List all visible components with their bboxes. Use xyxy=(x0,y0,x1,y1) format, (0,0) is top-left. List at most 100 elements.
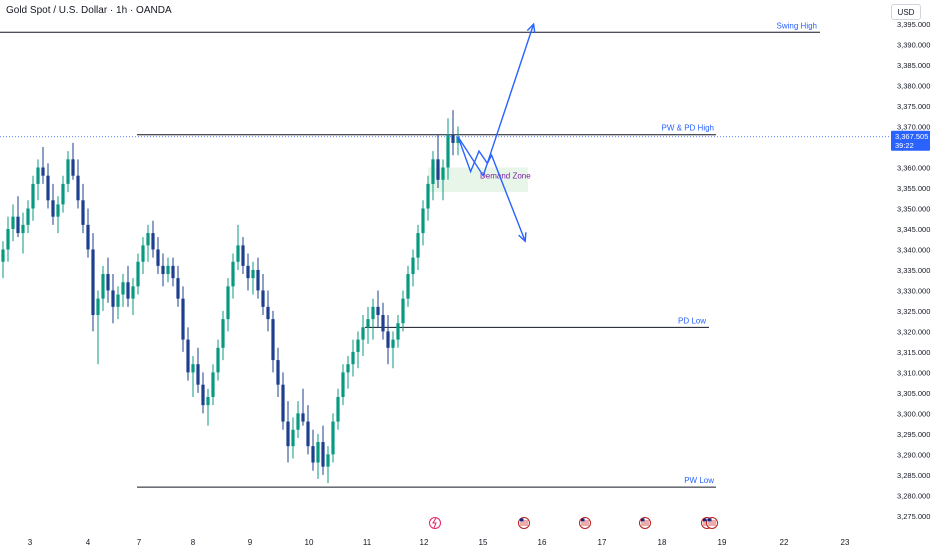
candle-body xyxy=(41,167,45,176)
candle-body xyxy=(221,319,225,348)
y-tick-label: 3,320.000 xyxy=(897,327,930,336)
candle-body xyxy=(226,286,230,320)
flag-canton xyxy=(703,518,707,522)
candle-body xyxy=(346,364,350,373)
level-label: Swing High xyxy=(777,21,817,30)
candle-body xyxy=(206,396,210,406)
candle-body xyxy=(276,360,280,385)
x-tick-label: 22 xyxy=(780,538,789,547)
y-tick-label: 3,285.000 xyxy=(897,471,930,480)
candle-body xyxy=(131,286,135,299)
demand-zone-box xyxy=(428,167,528,193)
candle-body xyxy=(441,167,445,180)
candle-body xyxy=(171,265,175,279)
candle-body xyxy=(256,269,260,291)
candle-body xyxy=(301,413,305,422)
y-tick-label: 3,375.000 xyxy=(897,102,930,111)
candle-body xyxy=(81,200,85,225)
level-label: PW Low xyxy=(684,476,714,485)
flag-canton xyxy=(641,518,645,522)
demand-zone-layer: Demand Zone xyxy=(428,167,531,193)
candle-body xyxy=(426,183,430,209)
candle-body xyxy=(416,233,420,258)
candle-body xyxy=(231,261,235,287)
candle-body xyxy=(271,319,275,361)
candle-body xyxy=(101,274,105,299)
badge-countdown: 39:22 xyxy=(895,141,914,150)
flag-canton xyxy=(708,518,712,522)
y-tick-label: 3,395.000 xyxy=(897,20,930,29)
candle-body xyxy=(361,327,365,340)
levels-layer: Swing High PW & PD High PD Low PW Low xyxy=(0,21,890,488)
candle-body xyxy=(376,306,380,316)
y-tick-label: 3,300.000 xyxy=(897,409,930,418)
y-tick-label: 3,350.000 xyxy=(897,204,930,213)
y-tick-label: 3,280.000 xyxy=(897,491,930,500)
x-tick-label: 10 xyxy=(305,538,314,547)
candle-body xyxy=(116,294,120,307)
flag-canton xyxy=(520,518,524,522)
candle-body xyxy=(66,159,70,184)
candle-body xyxy=(456,136,460,143)
y-tick-label: 3,385.000 xyxy=(897,61,930,70)
bullish-scenario-path xyxy=(457,23,535,178)
candle-body xyxy=(236,245,240,262)
level-label: PD Low xyxy=(678,316,706,325)
candle-body xyxy=(351,351,355,365)
y-tick-label: 3,355.000 xyxy=(897,184,930,193)
currency-button[interactable]: USD xyxy=(891,4,921,20)
candle-body xyxy=(241,245,245,266)
x-tick-label: 9 xyxy=(248,538,253,547)
x-tick-label: 8 xyxy=(191,538,196,547)
y-tick-label: 3,390.000 xyxy=(897,41,930,50)
time-axis[interactable]: 3 4 7 8 9 10 11 12 15 16 17 18 19 22 23 xyxy=(28,538,850,547)
candle-body xyxy=(446,134,450,168)
demand-zone-label: Demand Zone xyxy=(480,172,531,181)
candle-body xyxy=(316,442,320,463)
candle-body xyxy=(106,274,110,291)
y-tick-label: 3,370.000 xyxy=(897,123,930,132)
candle-body xyxy=(156,249,160,266)
candle-body xyxy=(211,372,215,397)
candle-body xyxy=(136,261,140,287)
candle-body xyxy=(281,384,285,422)
candle-body xyxy=(121,282,125,295)
candle-body xyxy=(16,216,20,234)
symbol-title[interactable]: Gold Spot / U.S. Dollar · 1h · OANDA xyxy=(6,5,172,16)
candle-body xyxy=(151,233,155,250)
y-tick-label: 3,290.000 xyxy=(897,450,930,459)
candle-body xyxy=(141,245,145,262)
x-tick-label: 4 xyxy=(86,538,91,547)
candle-body xyxy=(61,183,65,205)
x-tick-label: 12 xyxy=(420,538,429,547)
candle-body xyxy=(311,446,315,463)
y-tick-label: 3,325.000 xyxy=(897,307,930,316)
candle-body xyxy=(46,175,50,201)
scenario-arrows-layer xyxy=(457,22,536,243)
badge-price: 3,367.505 xyxy=(895,132,928,141)
candle-body xyxy=(261,290,265,307)
candle-body xyxy=(51,200,55,217)
candle-body xyxy=(126,282,130,299)
lightning-glyph xyxy=(432,517,437,529)
bullish-scenario-arrowhead xyxy=(526,22,536,34)
candle-body xyxy=(251,269,255,279)
candle-body xyxy=(386,331,390,348)
candle-body xyxy=(176,278,180,299)
candle-body xyxy=(306,421,310,447)
candle-body xyxy=(326,454,330,467)
candle-body xyxy=(186,339,190,373)
candle-body xyxy=(86,224,90,250)
x-tick-label: 17 xyxy=(598,538,607,547)
candle-body xyxy=(336,396,340,422)
candle-body xyxy=(436,159,440,180)
candle-body xyxy=(266,306,270,320)
candle-body xyxy=(91,249,95,316)
y-tick-label: 3,310.000 xyxy=(897,368,930,377)
price-axis[interactable]: 3,275.000 3,280.000 3,285.000 3,290.000 3,29… xyxy=(897,20,930,521)
candle-body xyxy=(111,290,115,307)
candle-body xyxy=(146,233,150,246)
